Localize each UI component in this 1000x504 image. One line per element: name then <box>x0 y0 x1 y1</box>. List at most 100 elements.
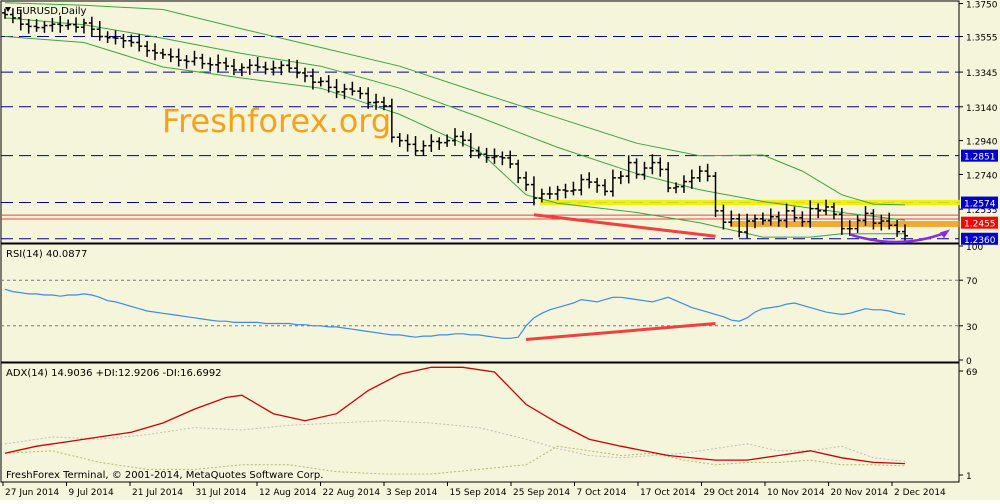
price-bar <box>25 18 32 34</box>
price-level-label-box <box>961 216 998 229</box>
price-bar <box>578 174 585 196</box>
price-bar <box>270 60 277 76</box>
time-tick-label: 3 Sep 2014 <box>386 488 438 498</box>
price-bar <box>744 213 751 239</box>
price-bar <box>680 175 687 193</box>
price-bar <box>80 18 87 34</box>
price-bar <box>617 170 624 185</box>
price-tick-label: 1.3555 <box>966 34 998 44</box>
price-bar <box>104 31 111 43</box>
price-bar <box>609 169 616 197</box>
collapse-triangle-icon[interactable] <box>5 7 11 12</box>
forecast-arrow <box>849 231 947 244</box>
price-bar <box>357 86 364 99</box>
price-bar <box>452 128 458 146</box>
price-bar <box>554 185 561 201</box>
plus-di-line <box>4 445 906 475</box>
price-bar <box>507 150 514 169</box>
price-bar <box>483 147 490 163</box>
rsi-pane[interactable]: RSI(14) 40.0877 100 70 30 0 <box>0 243 983 367</box>
price-bar <box>144 40 151 57</box>
time-axis: 27 Jun 2014 9 Jul 2014 21 Jul 2014 31 Jul 2… <box>2 482 946 498</box>
time-tick-label: 25 Sep 2014 <box>513 488 570 498</box>
adx-pane-title: ADX(14) 14.9036 +DI:12.9206 -DI:16.6992 <box>6 368 222 379</box>
adx-pane[interactable]: ADX(14) 14.9036 +DI:12.9206 -DI:16.6992 … <box>0 362 978 483</box>
price-bar <box>602 179 608 196</box>
price-bar <box>207 57 214 72</box>
price-level-label: 1.2360 <box>964 236 996 246</box>
forecast-arrowhead-icon <box>940 229 950 239</box>
rsi-trendline <box>525 322 716 341</box>
footer-copyright: FreshForex Terminal, © 2001-2014, MetaQu… <box>6 470 323 481</box>
price-bar <box>302 67 308 83</box>
price-bar <box>286 59 293 73</box>
price-bar <box>167 48 174 63</box>
rsi-line <box>4 288 906 339</box>
price-axis: 1.3750 1.3555 1.3345 1.3140 1.2940 1.2740 1.25… <box>959 1 998 246</box>
time-tick-label: 12 Aug 2014 <box>259 488 317 498</box>
bollinger-middle-line <box>4 17 906 221</box>
price-bar <box>704 163 711 182</box>
price-bar <box>159 48 166 59</box>
price-bar <box>215 54 222 73</box>
price-level-label-box <box>961 149 998 162</box>
price-bar <box>475 146 482 159</box>
price-bar <box>341 83 348 100</box>
price-bar <box>96 20 103 41</box>
price-bar <box>641 161 648 180</box>
price-bar <box>333 79 340 99</box>
time-tick-label: 20 Nov 2014 <box>831 488 889 498</box>
price-bar <box>373 93 380 110</box>
price-bar <box>152 43 158 61</box>
price-bar <box>128 34 135 47</box>
price-bar <box>254 57 261 72</box>
price-bars <box>2 8 908 242</box>
price-bar <box>783 203 790 228</box>
rsi-tick-label: 70 <box>966 277 978 287</box>
price-bar <box>199 53 206 69</box>
price-bar <box>854 215 861 233</box>
time-tick-label: 10 Nov 2014 <box>767 488 825 498</box>
price-bar <box>246 59 253 75</box>
price-level-label-box <box>961 232 998 245</box>
resistance-band <box>540 199 960 206</box>
support-zone <box>730 221 960 227</box>
price-tick-label: 1.2740 <box>966 171 998 181</box>
price-bar <box>830 202 837 220</box>
price-trendline <box>533 213 716 238</box>
price-bar <box>238 63 245 77</box>
price-bar <box>886 212 893 230</box>
price-bar <box>120 34 127 49</box>
adx-lines <box>4 366 906 475</box>
time-tick-label: 29 Oct 2014 <box>704 488 760 498</box>
price-bar <box>538 188 545 203</box>
price-bar <box>136 34 143 52</box>
price-bar <box>404 134 411 152</box>
time-tick-label: 31 Jul 2014 <box>196 488 247 498</box>
rsi-tick-label: 0 <box>966 357 972 367</box>
rsi-lines <box>4 288 906 341</box>
price-level-label: 1.2851 <box>964 153 996 163</box>
price-tick-label: 1.2535 <box>966 206 998 216</box>
price-bar <box>530 176 537 206</box>
time-tick-label: 9 Jul 2014 <box>69 488 114 498</box>
rsi-axis: 100 70 30 0 <box>959 243 983 367</box>
price-bar <box>325 75 332 93</box>
rsi-pane-title: RSI(14) 40.0877 <box>6 249 87 260</box>
price-bar <box>799 211 806 227</box>
time-tick-label: 7 Oct 2014 <box>577 488 627 498</box>
price-bar <box>767 208 774 226</box>
price-bar <box>262 61 269 75</box>
adx-axis: 69 1 <box>959 368 978 482</box>
price-bar <box>775 211 782 227</box>
price-bar <box>665 162 672 193</box>
price-bar <box>230 58 237 76</box>
bollinger-upper-line <box>4 2 906 206</box>
price-pane[interactable]: Freshforex.org EURUSD,Daily 1.3750 1.3555… <box>0 0 998 246</box>
price-bar <box>88 16 95 37</box>
time-tick-label: 2 Dec 2014 <box>894 488 946 498</box>
price-bar <box>752 214 758 229</box>
price-pane-frame <box>0 0 960 244</box>
price-tick-label: 1.3140 <box>966 104 998 114</box>
